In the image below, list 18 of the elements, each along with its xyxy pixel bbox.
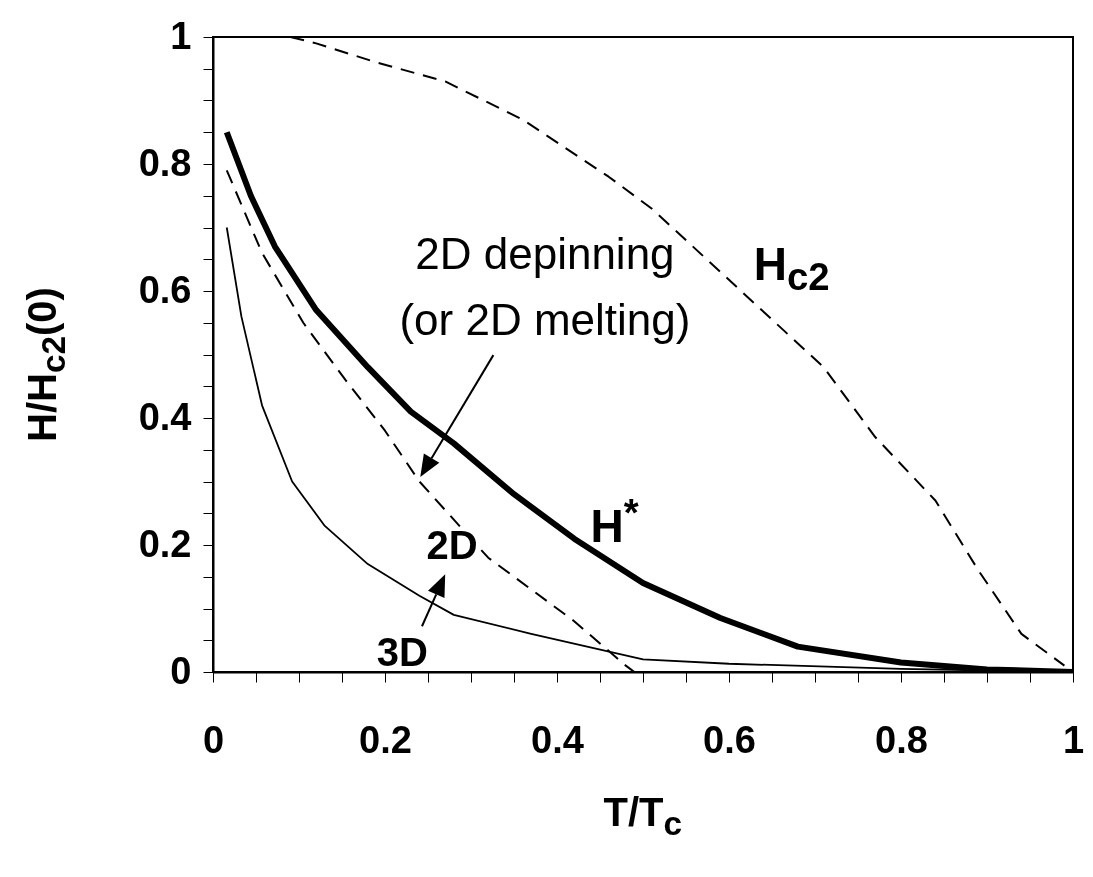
x-tick-label: 0.4 <box>531 718 584 761</box>
y-tick-label: 0.2 <box>138 522 192 565</box>
x-axis-title: T/T$_{c}$ <box>603 788 683 844</box>
y-tick-label: 0.4 <box>138 395 192 438</box>
annotation: 2D depinning (or 2D melting) <box>399 228 691 347</box>
annotation: H$_{c2}$ <box>753 237 830 301</box>
x-tick-label: 0.8 <box>875 718 928 761</box>
annotation: 3D <box>376 629 428 677</box>
y-tick-label: 0.6 <box>138 268 192 311</box>
y-tick-label: 0.8 <box>138 141 192 184</box>
x-tick-label: 0.2 <box>359 718 412 761</box>
y-tick-label: 0 <box>170 649 192 692</box>
annotation: H$^{*}$ <box>590 490 639 555</box>
x-tick-label: 1 <box>1062 718 1085 761</box>
y-tick-label: 1 <box>170 14 192 57</box>
annotation: 2D <box>426 522 478 569</box>
x-tick-label: 0.6 <box>703 718 756 761</box>
x-tick-label: 0 <box>202 718 225 761</box>
